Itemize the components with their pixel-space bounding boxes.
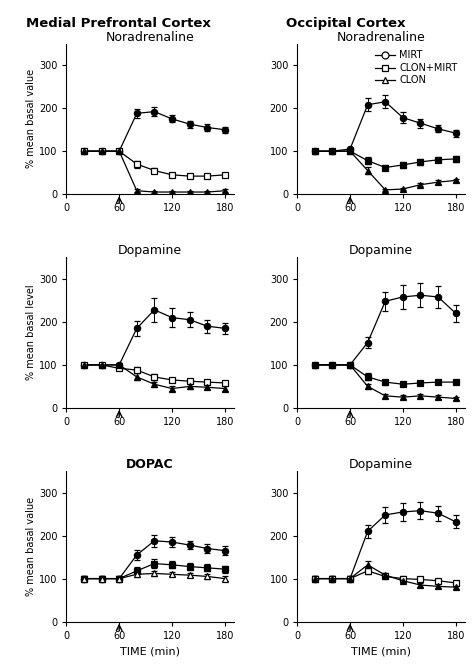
Y-axis label: % mean basal value: % mean basal value bbox=[26, 497, 36, 596]
Title: DOPAC: DOPAC bbox=[126, 458, 174, 471]
Text: Medial Prefrontal Cortex: Medial Prefrontal Cortex bbox=[26, 17, 211, 30]
Text: Occipital Cortex: Occipital Cortex bbox=[286, 17, 406, 30]
Title: Noradrenaline: Noradrenaline bbox=[337, 31, 425, 44]
Title: Dopamine: Dopamine bbox=[349, 245, 413, 257]
X-axis label: TIME (min): TIME (min) bbox=[120, 646, 180, 656]
Title: Dopamine: Dopamine bbox=[118, 245, 182, 257]
Title: Dopamine: Dopamine bbox=[349, 458, 413, 471]
Title: Noradrenaline: Noradrenaline bbox=[106, 31, 194, 44]
X-axis label: TIME (min): TIME (min) bbox=[351, 646, 411, 656]
Y-axis label: % mean basal level: % mean basal level bbox=[26, 285, 36, 380]
Y-axis label: % mean basal value: % mean basal value bbox=[26, 69, 36, 169]
Legend: MIRT, CLON+MIRT, CLON: MIRT, CLON+MIRT, CLON bbox=[373, 48, 460, 87]
